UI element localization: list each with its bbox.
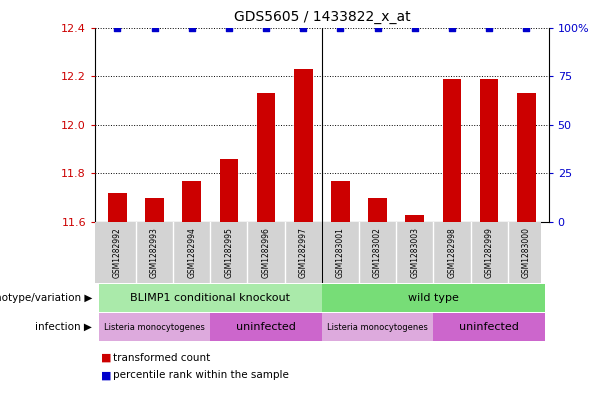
- Text: GSM1282994: GSM1282994: [187, 227, 196, 278]
- Point: [187, 24, 197, 31]
- Bar: [294, 69, 313, 222]
- Bar: [183, 181, 201, 222]
- Bar: [99, 313, 210, 341]
- Bar: [99, 284, 322, 312]
- Bar: [257, 93, 275, 222]
- Text: wild type: wild type: [408, 293, 459, 303]
- Text: GSM1283003: GSM1283003: [410, 227, 419, 278]
- Bar: [517, 93, 536, 222]
- Text: percentile rank within the sample: percentile rank within the sample: [113, 370, 289, 380]
- Text: GSM1282993: GSM1282993: [150, 227, 159, 278]
- Text: Listeria monocytogenes: Listeria monocytogenes: [104, 323, 205, 332]
- Point: [224, 24, 234, 31]
- Text: uninfected: uninfected: [236, 322, 296, 332]
- Title: GDS5605 / 1433822_x_at: GDS5605 / 1433822_x_at: [234, 10, 410, 24]
- Bar: [219, 159, 238, 222]
- Text: GSM1282998: GSM1282998: [447, 227, 457, 278]
- Point: [447, 24, 457, 31]
- Point: [299, 24, 308, 31]
- Text: transformed count: transformed count: [113, 353, 211, 363]
- Bar: [331, 181, 349, 222]
- Text: GSM1282995: GSM1282995: [224, 227, 234, 278]
- Bar: [368, 198, 387, 222]
- Text: ■: ■: [101, 370, 112, 380]
- Point: [112, 24, 122, 31]
- Bar: [210, 313, 322, 341]
- Bar: [480, 79, 498, 222]
- Bar: [145, 198, 164, 222]
- Text: genotype/variation ▶: genotype/variation ▶: [0, 293, 92, 303]
- Bar: [433, 313, 545, 341]
- Text: uninfected: uninfected: [459, 322, 519, 332]
- Bar: [322, 284, 545, 312]
- Text: GSM1283002: GSM1283002: [373, 227, 382, 278]
- Point: [522, 24, 531, 31]
- Bar: [322, 313, 433, 341]
- Text: BLIMP1 conditional knockout: BLIMP1 conditional knockout: [131, 293, 291, 303]
- Point: [335, 24, 345, 31]
- Text: GSM1283000: GSM1283000: [522, 227, 531, 278]
- Point: [484, 24, 494, 31]
- Text: GSM1282996: GSM1282996: [262, 227, 270, 278]
- Bar: [108, 193, 127, 222]
- Text: GSM1282997: GSM1282997: [299, 227, 308, 278]
- Text: Listeria monocytogenes: Listeria monocytogenes: [327, 323, 428, 332]
- Text: GSM1282992: GSM1282992: [113, 227, 122, 278]
- Point: [373, 24, 383, 31]
- Bar: [405, 215, 424, 222]
- Point: [410, 24, 420, 31]
- Bar: [443, 79, 461, 222]
- Text: GSM1283001: GSM1283001: [336, 227, 345, 278]
- Point: [261, 24, 271, 31]
- Text: infection ▶: infection ▶: [35, 322, 92, 332]
- Text: ■: ■: [101, 353, 112, 363]
- Point: [150, 24, 159, 31]
- Text: GSM1282999: GSM1282999: [485, 227, 493, 278]
